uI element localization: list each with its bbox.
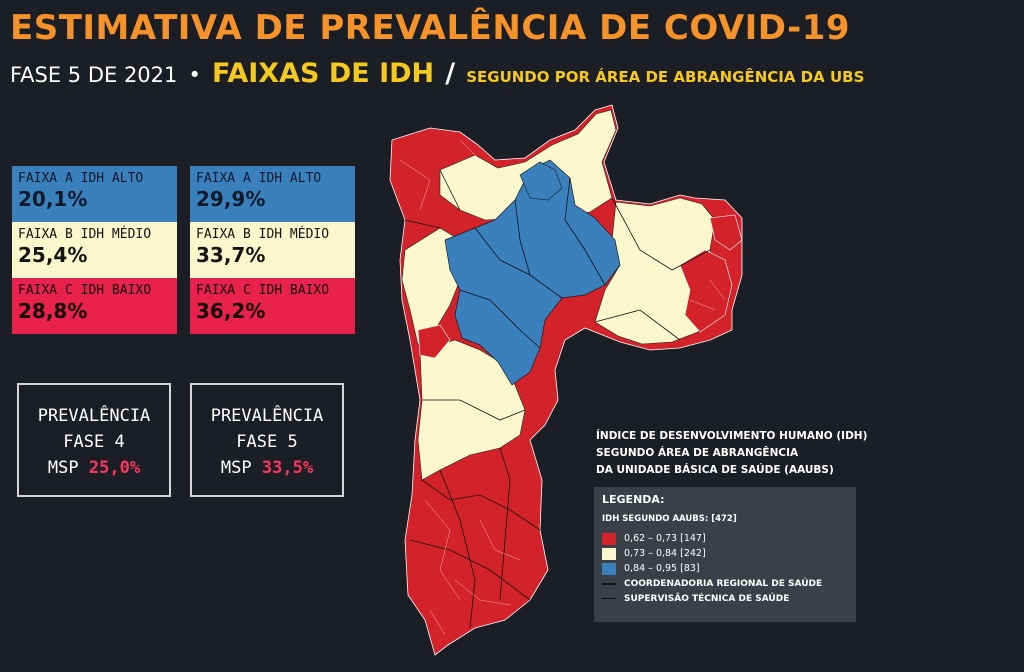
map-region-high-north <box>519 161 563 201</box>
prevalence-value-line: MSP 25,0% <box>19 455 169 481</box>
prevalence-title: PREVALÊNCIA <box>210 406 324 426</box>
prevalence-prefix: MSP <box>47 458 79 478</box>
legend-item-high: 0,84 – 0,95 [83] <box>602 561 848 576</box>
map-region-mid-south <box>417 339 526 481</box>
legend-swatch-low <box>602 532 616 545</box>
prevalence-phase: FASE 5 <box>236 432 298 452</box>
map-region-mid-west <box>401 227 463 346</box>
map-description-line: ÍNDICE DE DESENVOLVIMENTO HUMANO (IDH) <box>596 430 868 442</box>
map-boundaries <box>404 169 711 629</box>
legend-item-label: SUPERVISÃO TÉCNICA DE SAÚDE <box>624 593 790 604</box>
band-value: 29,9% <box>196 187 266 211</box>
slash-separator: / <box>445 58 456 89</box>
prevalence-phase: FASE 4 <box>63 432 125 452</box>
prevalence-box-phase4: PREVALÊNCIA FASE 4 MSP 25,0% <box>17 383 171 497</box>
legend-item-label: 0,62 – 0,73 [147] <box>624 533 706 544</box>
band-c-phase4: FAIXA C IDH BAIXO 28,8% <box>12 278 177 334</box>
prevalence-prefix: MSP <box>220 458 252 478</box>
idh-map <box>389 104 743 656</box>
map-region-low-west-pocket <box>417 324 451 359</box>
legend-line-thick <box>602 582 616 585</box>
idh-bands-phase5: FAIXA A IDH ALTO 29,9% FAIXA B IDH MÉDIO… <box>190 166 355 334</box>
legend-swatch-high <box>602 562 616 575</box>
legend-item-mid: 0,73 – 0,84 [242] <box>602 546 848 561</box>
map-region-low-east <box>679 249 733 333</box>
page-subtitle: FASE 5 DE 2021 • FAIXAS DE IDH / SEGUNDO… <box>10 58 864 89</box>
prevalence-box-phase5: PREVALÊNCIA FASE 5 MSP 33,5% <box>190 383 344 497</box>
page-title: ESTIMATIVA DE PREVALÊNCIA DE COVID-19 <box>10 8 851 48</box>
band-label: FAIXA B IDH MÉDIO <box>18 227 152 242</box>
band-b-phase4: FAIXA B IDH MÉDIO 25,4% <box>12 222 177 278</box>
band-label: FAIXA B IDH MÉDIO <box>196 227 330 242</box>
map-description-line: DA UNIDADE BÁSICA DE SAÚDE (AAUBS) <box>596 464 834 476</box>
legend-item-label: 0,84 – 0,95 [83] <box>624 563 700 574</box>
legend-line-thin <box>602 598 616 599</box>
faixas-label: FAIXAS DE IDH <box>211 58 435 89</box>
band-label: FAIXA A IDH ALTO <box>18 171 144 186</box>
prevalence-title: PREVALÊNCIA <box>37 406 151 426</box>
map-description: ÍNDICE DE DESENVOLVIMENTO HUMANO (IDH) S… <box>596 428 886 479</box>
legend-item-low: 0,62 – 0,73 [147] <box>602 531 848 546</box>
band-value: 36,2% <box>196 299 266 323</box>
legend-subheader: IDH SEGUNDO AAUBS: [472] <box>602 514 737 524</box>
band-label: FAIXA C IDH BAIXO <box>18 283 152 298</box>
prevalence-value: 33,5% <box>261 458 314 478</box>
idh-bands-phase4: FAIXA A IDH ALTO 20,1% FAIXA B IDH MÉDIO… <box>12 166 177 334</box>
legend-item-label: COORDENADORIA REGIONAL DE SAÚDE <box>624 578 823 589</box>
legend-item-coordenadoria: COORDENADORIA REGIONAL DE SAÚDE <box>602 576 848 591</box>
band-value: 20,1% <box>18 187 88 211</box>
legend-header: LEGENDA: <box>602 493 665 506</box>
segment-label: SEGUNDO POR ÁREA DE ABRANGÊNCIA DA UBS <box>466 68 865 86</box>
map-description-line: SEGUNDO ÁREA DE ABRANGÊNCIA <box>596 447 799 459</box>
bullet-separator: • <box>188 63 201 87</box>
band-value: 28,8% <box>18 299 88 323</box>
band-label: FAIXA A IDH ALTO <box>196 171 322 186</box>
band-c-phase5: FAIXA C IDH BAIXO 36,2% <box>190 278 355 334</box>
legend-item-supervisao: SUPERVISÃO TÉCNICA DE SAÚDE <box>602 591 848 606</box>
legend-swatch-mid <box>602 547 616 560</box>
band-value: 25,4% <box>18 243 88 267</box>
legend-item-label: 0,73 – 0,84 [242] <box>624 548 706 559</box>
map-subdivisions <box>399 139 726 636</box>
phase-label: FASE 5 DE 2021 <box>10 63 178 87</box>
band-value: 33,7% <box>196 243 266 267</box>
map-legend: LEGENDA: IDH SEGUNDO AAUBS: [472] 0,62 –… <box>594 487 856 622</box>
band-a-phase4: FAIXA A IDH ALTO 20,1% <box>12 166 177 222</box>
prevalence-value: 25,0% <box>88 458 141 478</box>
map-region-low-northeast <box>709 214 743 251</box>
band-b-phase5: FAIXA B IDH MÉDIO 33,7% <box>190 222 355 278</box>
prevalence-value-line: MSP 33,5% <box>192 455 342 481</box>
band-label: FAIXA C IDH BAIXO <box>196 283 330 298</box>
band-a-phase5: FAIXA A IDH ALTO 29,9% <box>190 166 355 222</box>
